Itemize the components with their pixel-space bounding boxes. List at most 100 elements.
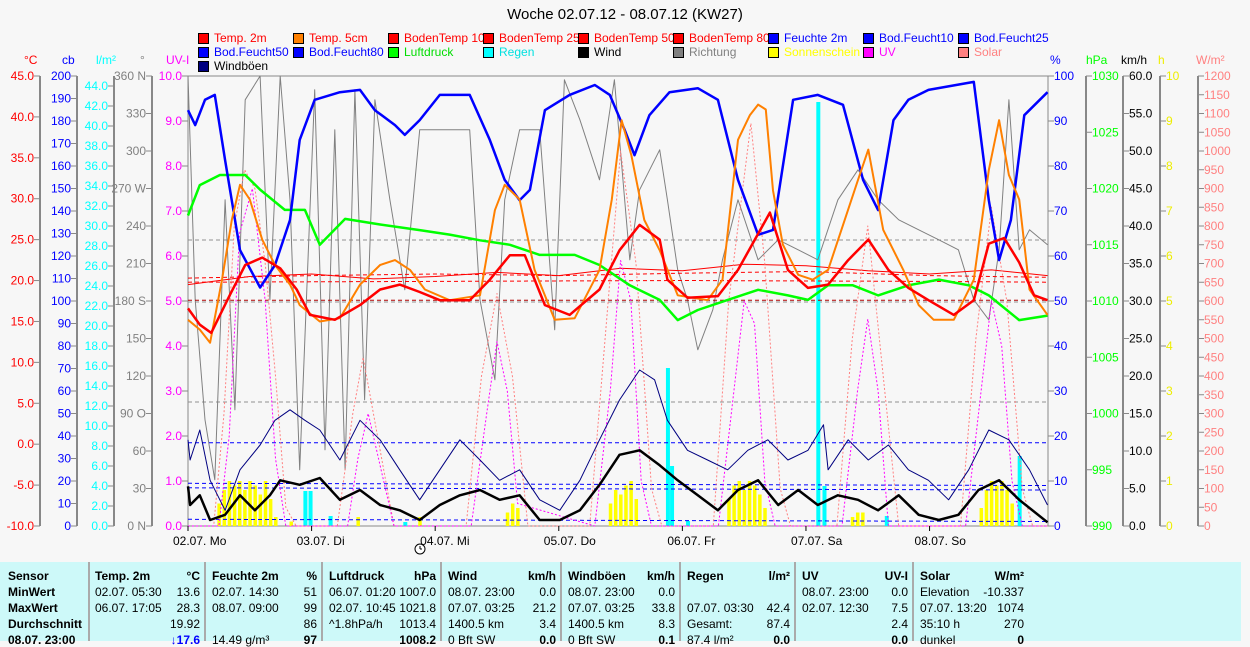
cell-label: 08.07. 23:00	[802, 585, 869, 599]
row-label: Durchschnitt	[8, 617, 83, 631]
hum-tick-label: 80	[1054, 159, 1068, 173]
sun-tick-label: 5	[1166, 294, 1173, 308]
sonnenschein-bar	[505, 512, 510, 526]
sonnenschein-bar	[629, 481, 633, 526]
legend-label: Luftdruck	[404, 45, 454, 59]
rain-tick-label: 44.0	[85, 79, 109, 93]
legend-item-sonnenschein: Sonnenschein	[768, 45, 860, 59]
regen-bar	[670, 466, 675, 526]
solar-tick-label: 1150	[1204, 88, 1230, 102]
cell-value: 99	[303, 601, 317, 615]
rain-tick-label: 12.0	[85, 399, 109, 413]
cell-value: ↓17.6	[170, 633, 200, 647]
column-header: Solar	[920, 569, 951, 583]
regen-bar	[328, 516, 333, 526]
temp-tick-label: 25.0	[11, 233, 35, 247]
temp-axis-unit: °C	[24, 53, 38, 67]
legend-label: Temp. 2m	[214, 31, 267, 45]
cell-value: 87.4	[766, 617, 790, 631]
solar-tick-label: 650	[1204, 275, 1224, 289]
cell-value: 1013.4	[399, 617, 436, 631]
weather-chart: °C-10.0-5.00.05.010.015.020.025.030.035.…	[7, 53, 1231, 555]
cell-value: 0.0	[773, 633, 790, 647]
rain-tick-label: 28.0	[85, 239, 109, 253]
column-unit: W/m²	[994, 569, 1024, 583]
dir-axis-unit: °	[140, 53, 145, 67]
dir-tick-label: 180 S	[115, 294, 146, 308]
regen-bar	[1017, 456, 1022, 526]
cb-tick-label: 180	[51, 114, 71, 128]
legend-swatch	[483, 32, 494, 44]
legend-label: Windböen	[214, 59, 269, 73]
wind-tick-label: 15.0	[1129, 407, 1153, 421]
dir-tick-label: 240	[126, 219, 146, 233]
cell-value: 0.1	[658, 633, 675, 647]
solar-line	[188, 122, 1048, 527]
temp-tick-label: -10.0	[7, 519, 35, 533]
uv-axis-unit: UV-I	[166, 53, 189, 67]
legend-label: BodenTemp 80	[689, 31, 770, 45]
cell-label: 08.07. 23:00	[568, 585, 635, 599]
wind-tick-label: 55.0	[1129, 107, 1153, 121]
hum-tick-label: 70	[1054, 204, 1068, 218]
cell-label: Elevation	[920, 585, 970, 599]
legend-item-wind: Wind	[578, 45, 621, 59]
cell-value: 2.4	[891, 617, 908, 631]
cb-tick-label: 10	[58, 497, 72, 511]
regen-bar	[822, 486, 827, 526]
luftdruck-line	[186, 173, 1048, 322]
solar-tick-label: 750	[1204, 238, 1224, 252]
cell-label: 02.07. 05:30	[95, 585, 162, 599]
rain-tick-label: 4.0	[91, 479, 108, 493]
temp-tick-label: 35.0	[11, 151, 35, 165]
regen-bar	[686, 521, 691, 526]
wind-tick-label: 20.0	[1129, 369, 1153, 383]
sonnenschein-bar	[510, 503, 515, 526]
cell-value: 21.2	[532, 601, 556, 615]
dir-tick-label: 210	[126, 257, 146, 271]
dir-tick-label: 30	[133, 482, 147, 496]
cell-label: 35:10 h	[920, 617, 961, 631]
sun-tick-label: 8	[1166, 159, 1173, 173]
uv-line	[188, 188, 1048, 527]
wind-tick-label: 0.0	[1129, 519, 1146, 533]
x-tick-label: 02.07. Mo	[173, 534, 227, 548]
column-header: Luftdruck	[329, 569, 385, 583]
legend-item-bod-feucht10: Bod.Feucht10	[863, 31, 954, 45]
press-tick-label: 1015	[1092, 238, 1119, 252]
sonnenschein-bar	[850, 517, 855, 526]
temp-tick-label: 30.0	[11, 192, 35, 206]
wind-tick-label: 35.0	[1129, 257, 1153, 271]
cb-tick-label: 30	[58, 452, 72, 466]
solar-tick-label: 100	[1204, 482, 1224, 496]
solar-tick-label: 1050	[1204, 125, 1231, 139]
sonnenschein-bar	[752, 485, 757, 526]
rain-tick-label: 34.0	[85, 179, 109, 193]
legend-label: BodenTemp 50	[594, 31, 675, 45]
cell-label: 08.07. 23:00	[448, 585, 515, 599]
regen-bar	[403, 522, 408, 526]
windb-en-line	[187, 369, 1048, 511]
legend-swatch	[958, 46, 969, 58]
rain-tick-label: 16.0	[85, 359, 109, 373]
uv-tick-label: 10.0	[159, 69, 183, 83]
bodentemp-50-line	[187, 280, 1048, 283]
legend-label: Bod.Feucht10	[879, 31, 954, 45]
legend-swatch	[578, 32, 589, 44]
rain-tick-label: 20.0	[85, 319, 109, 333]
cell-label: 07.07. 03:30	[687, 601, 754, 615]
uv-tick-label: 1.0	[165, 474, 182, 488]
sonnenschein-bar	[243, 490, 247, 526]
cell-value: 42.4	[766, 601, 790, 615]
cb-tick-label: 200	[51, 69, 71, 83]
bod-feucht25-line	[187, 482, 1048, 486]
cb-tick-label: 130	[51, 227, 71, 241]
solar-tick-label: 50	[1204, 500, 1218, 514]
cell-value: 0.0	[539, 585, 556, 599]
cell-value: 13.6	[176, 585, 200, 599]
column-temp-2m: Temp. 2m °C 02.07. 05:30 13.6 06.07. 17:05 28…	[89, 562, 206, 647]
dir-tick-label: 90 O	[120, 407, 146, 421]
legend-item-bod-feucht25: Bod.Feucht25	[958, 31, 1049, 45]
column-feuchte-2m: Feuchte 2m% 02.07. 14:30 51 08.07. 09:00 99 8…	[206, 562, 323, 647]
legend-label: BodenTemp 10	[404, 31, 485, 45]
